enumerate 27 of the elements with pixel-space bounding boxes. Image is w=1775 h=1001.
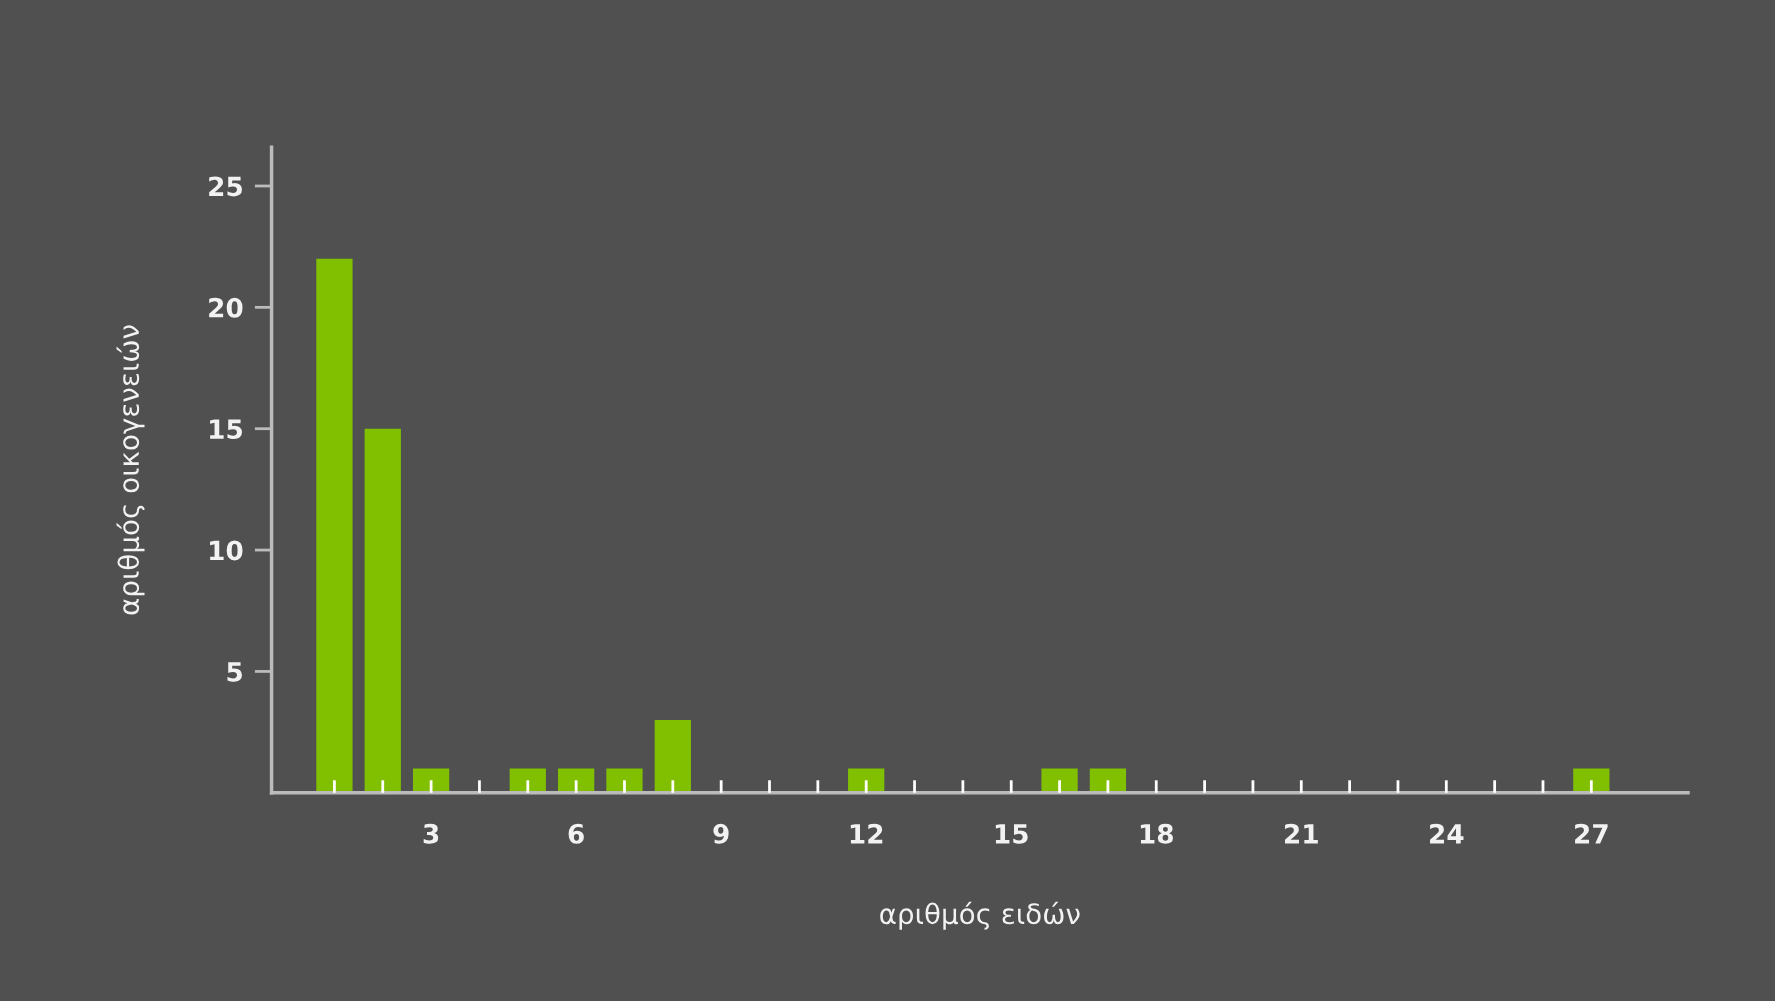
bar: [1041, 768, 1078, 793]
y-tick-label: 15: [210, 419, 242, 440]
x-tick-label: 15: [995, 824, 1028, 844]
x-tick-label: 9: [713, 823, 729, 844]
bar: [654, 719, 691, 793]
bar: [316, 258, 353, 793]
bar: [1089, 768, 1127, 793]
bar: [364, 428, 401, 793]
x-tick-label: 24: [1430, 823, 1464, 844]
bar: [509, 768, 546, 793]
x-tick-label: 27: [1575, 823, 1608, 844]
y-tick-label: 10: [210, 540, 243, 561]
x-tick-label: 12: [850, 823, 883, 844]
x-tick-label: 6: [568, 823, 584, 844]
bar: [848, 768, 885, 793]
bar: [412, 768, 450, 793]
y-axis-title: αριθμός οικογενειών: [116, 325, 145, 615]
bar: [606, 768, 643, 793]
bar: [1573, 768, 1610, 793]
x-axis-title: αριθμός ειδών: [880, 901, 1080, 930]
x-tick-label: 3: [423, 823, 439, 844]
x-tick-label: 21: [1285, 823, 1318, 844]
y-tick-label: 20: [209, 297, 243, 318]
bar: [558, 768, 595, 793]
y-tick-label: 5: [227, 662, 242, 682]
y-tick-label: 25: [209, 176, 242, 197]
x-tick-label: 18: [1140, 823, 1173, 844]
